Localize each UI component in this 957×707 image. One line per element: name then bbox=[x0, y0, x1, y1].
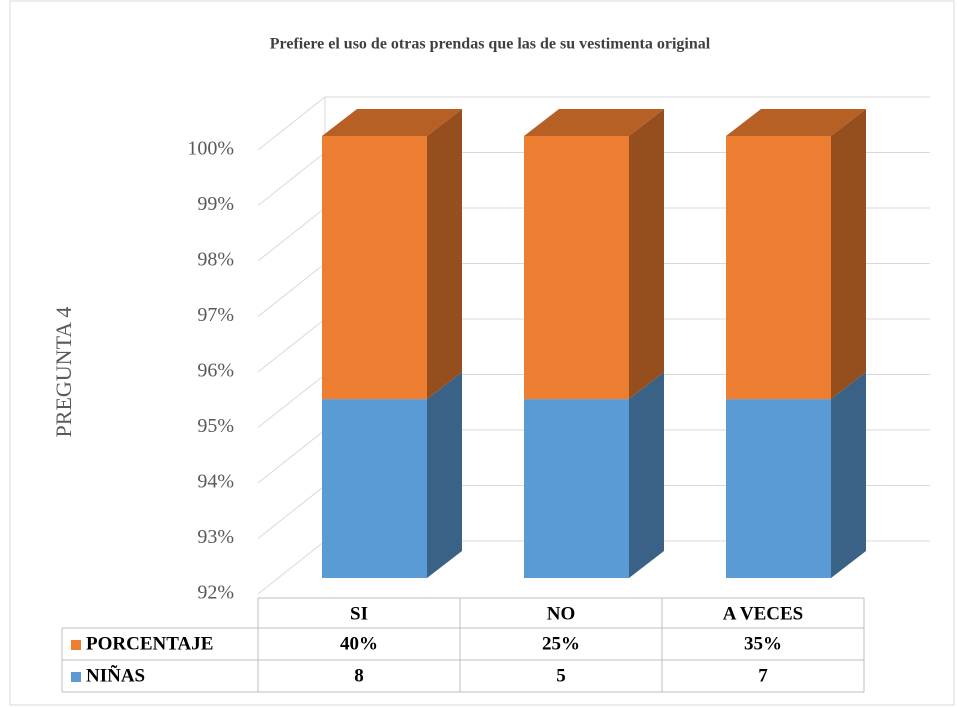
bar-side bbox=[831, 109, 866, 400]
data-label: 35% bbox=[744, 633, 782, 654]
y-tick-label: 92% bbox=[197, 582, 234, 604]
data-label: 7 bbox=[758, 665, 768, 686]
data-label: 8 bbox=[354, 665, 364, 686]
y-tick-label: 97% bbox=[197, 304, 234, 326]
y-tick-label: 95% bbox=[197, 415, 234, 437]
bar-top bbox=[524, 109, 664, 136]
bar-top bbox=[726, 109, 866, 136]
data-label: 40% bbox=[340, 633, 378, 654]
x-tick-label: A VECES bbox=[723, 603, 803, 624]
x-tick-label: NO bbox=[547, 603, 576, 624]
bar-side bbox=[427, 109, 462, 400]
legend-key bbox=[71, 640, 81, 650]
bar-side bbox=[831, 372, 866, 578]
y-axis-title: PREGUNTA 4 bbox=[51, 307, 76, 438]
data-label: 25% bbox=[542, 633, 580, 654]
bar-side bbox=[629, 109, 664, 400]
chart-title: Prefiere el uso de otras prendas que las… bbox=[270, 36, 711, 53]
y-tick-label: 96% bbox=[197, 360, 234, 382]
y-tick-label: 99% bbox=[197, 193, 234, 215]
bar bbox=[322, 136, 427, 400]
legend-label: NIÑAS bbox=[86, 664, 145, 686]
y-tick-label: 94% bbox=[197, 471, 234, 493]
bar bbox=[524, 136, 629, 400]
legend-key bbox=[71, 672, 81, 682]
x-tick-label: SI bbox=[350, 603, 368, 624]
y-tick-label: 100% bbox=[187, 138, 234, 160]
bar-top bbox=[322, 109, 462, 136]
bar bbox=[322, 399, 427, 578]
y-tick-label: 93% bbox=[197, 526, 234, 548]
bar-side bbox=[427, 372, 462, 578]
bar bbox=[726, 399, 831, 578]
y-tick-label: 98% bbox=[197, 249, 234, 271]
data-label: 5 bbox=[556, 665, 566, 686]
bar bbox=[726, 136, 831, 400]
legend-label: PORCENTAJE bbox=[86, 633, 213, 654]
bar-side bbox=[629, 372, 664, 578]
bar bbox=[524, 399, 629, 578]
